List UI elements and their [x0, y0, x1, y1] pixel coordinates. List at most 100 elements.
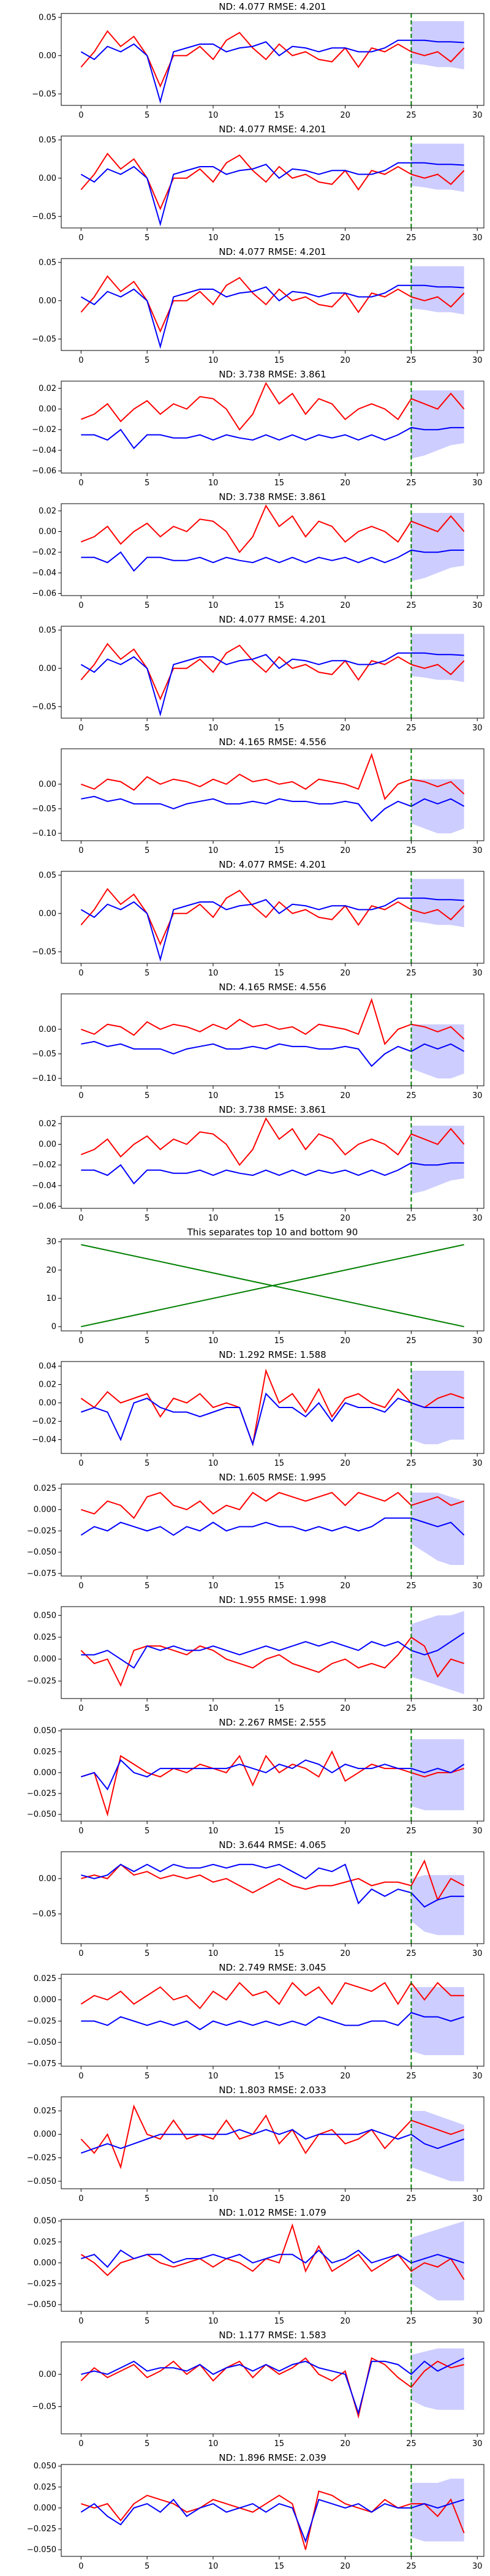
y-tick-label: 0.00	[39, 909, 56, 919]
panel-15: ND: 2.267 RMSE: 2.555 0 5 10 15 20 25 30 −0.050 −…	[27, 1717, 484, 1836]
x-tick-label: 5	[145, 1459, 149, 1468]
x-tick-label: 30	[472, 1949, 483, 1958]
panel-title: ND: 1.955 RMSE: 1.998	[219, 1594, 326, 1605]
x-tick-label: 0	[78, 846, 83, 855]
y-tick-label: 0.00	[39, 405, 56, 414]
plot-area	[80, 1116, 465, 1208]
plot-area	[80, 1362, 464, 1453]
panel-title: ND: 3.644 RMSE: 4.065	[219, 1839, 326, 1851]
x-tick-label: 30	[472, 846, 483, 855]
y-tick-label: −0.025	[27, 1526, 56, 1536]
uncertainty-band	[411, 390, 464, 459]
x-tick-label: 0	[78, 1336, 83, 1346]
x-tick-label: 15	[274, 1459, 285, 1468]
x-tick-label: 20	[340, 356, 350, 365]
x-tick-label: 30	[472, 2194, 483, 2203]
x-tick-label: 15	[274, 2072, 285, 2081]
axes-frame	[61, 626, 484, 719]
x-tick-label: 10	[208, 479, 219, 488]
y-tick-label: 20	[46, 1266, 56, 1275]
predicted-series-line	[81, 2357, 465, 2415]
uncertainty-band	[411, 1492, 464, 1565]
panel-title: ND: 1.896 RMSE: 2.039	[219, 2452, 326, 2463]
y-tick-label: −0.075	[27, 2059, 56, 2069]
x-tick-label: 0	[78, 1704, 83, 1713]
panel-4: ND: 3.738 RMSE: 3.861 0 5 10 15 20 25 30 −0.06 −0…	[32, 369, 484, 488]
y-tick-label: 0.00	[39, 1025, 56, 1034]
uncertainty-band	[411, 1024, 464, 1078]
x-tick-label: 5	[145, 2072, 149, 2081]
y-tick-label: 0.025	[34, 1974, 56, 1983]
y-tick-label: −0.050	[27, 1548, 56, 1557]
panel-9: ND: 4.165 RMSE: 4.556 0 5 10 15 20 25 30 −0.10 −0…	[32, 982, 484, 1100]
y-tick-label: 0.00	[39, 2370, 56, 2379]
y-tick-label: 0.02	[39, 384, 56, 393]
x-tick-label: 5	[145, 1214, 149, 1223]
axes-frame	[61, 2464, 484, 2557]
x-tick-label: 20	[340, 1336, 350, 1346]
x-tick-label: 30	[472, 1091, 483, 1100]
panel-title: ND: 2.267 RMSE: 2.555	[219, 1717, 326, 1728]
y-tick-label: 0.00	[39, 1399, 56, 1408]
x-tick-label: 30	[472, 1582, 483, 1591]
predicted-series-line	[81, 2012, 464, 2031]
cross-line-2	[81, 1244, 464, 1328]
x-tick-label: 25	[406, 1459, 417, 1468]
axes-frame	[61, 135, 484, 229]
y-tick-label: −0.04	[32, 446, 56, 455]
x-tick-label: 0	[78, 2194, 83, 2203]
uncertainty-band	[411, 266, 464, 315]
y-tick-label: 0.00	[39, 174, 56, 183]
x-tick-label: 0	[78, 1949, 83, 1958]
axes-frame	[61, 1238, 484, 1332]
x-tick-label: 5	[145, 601, 149, 610]
plot-area	[80, 994, 465, 1086]
axes-frame	[61, 503, 484, 596]
plot-area	[80, 1484, 465, 1576]
panel-17: ND: 2.749 RMSE: 3.045 0 5 10 15 20 25 30 −0.075 −…	[27, 1962, 484, 2081]
y-tick-label: −0.06	[32, 589, 56, 599]
actual-series-line	[80, 153, 465, 211]
actual-series-line	[80, 1117, 465, 1166]
y-tick-label: 0.050	[34, 2217, 56, 2226]
x-tick-label: 5	[145, 111, 149, 120]
panel-title: ND: 4.077 RMSE: 4.201	[219, 614, 326, 625]
y-tick-label: 0.05	[39, 258, 56, 267]
panel-16: ND: 3.644 RMSE: 4.065 0 5 10 15 20 25 30 −0.05 0.…	[32, 1839, 484, 1958]
panel-title: ND: 1.012 RMSE: 1.079	[219, 2207, 326, 2218]
y-tick-label: −0.02	[32, 548, 56, 557]
y-tick-label: 10	[46, 1294, 56, 1303]
x-tick-label: 0	[78, 2072, 83, 2081]
x-tick-label: 10	[208, 2317, 219, 2326]
x-tick-label: 25	[406, 1827, 417, 1836]
y-tick-label: 0	[51, 1322, 56, 1332]
x-tick-label: 0	[78, 601, 83, 610]
y-tick-label: −0.10	[32, 1074, 56, 1083]
x-tick-label: 20	[340, 1827, 350, 1836]
x-tick-label: 30	[472, 1827, 483, 1836]
actual-series-line	[80, 30, 465, 88]
x-tick-label: 15	[274, 2194, 285, 2203]
axes-frame	[61, 1974, 484, 2067]
predicted-series-line	[80, 39, 464, 104]
x-tick-label: 10	[208, 1704, 219, 1713]
x-tick-label: 20	[340, 1704, 350, 1713]
y-tick-label: −0.075	[27, 1569, 56, 1578]
x-tick-label: 0	[78, 2562, 83, 2571]
predicted-series-line	[80, 2498, 464, 2544]
x-tick-label: 30	[472, 601, 483, 610]
x-tick-label: 15	[274, 601, 285, 610]
uncertainty-band	[411, 1611, 464, 1694]
panel-title: ND: 4.165 RMSE: 4.556	[219, 982, 326, 993]
predicted-series-line	[80, 652, 464, 717]
x-tick-label: 15	[274, 2562, 285, 2571]
actual-series-line	[81, 2490, 465, 2550]
plot-area	[80, 2097, 464, 2189]
x-tick-label: 15	[274, 724, 285, 733]
uncertainty-band	[411, 1739, 464, 1811]
actual-series-line	[80, 998, 465, 1045]
y-tick-label: 0.000	[34, 1655, 56, 1664]
y-tick-label: −0.04	[32, 569, 56, 578]
uncertainty-band	[411, 143, 464, 192]
